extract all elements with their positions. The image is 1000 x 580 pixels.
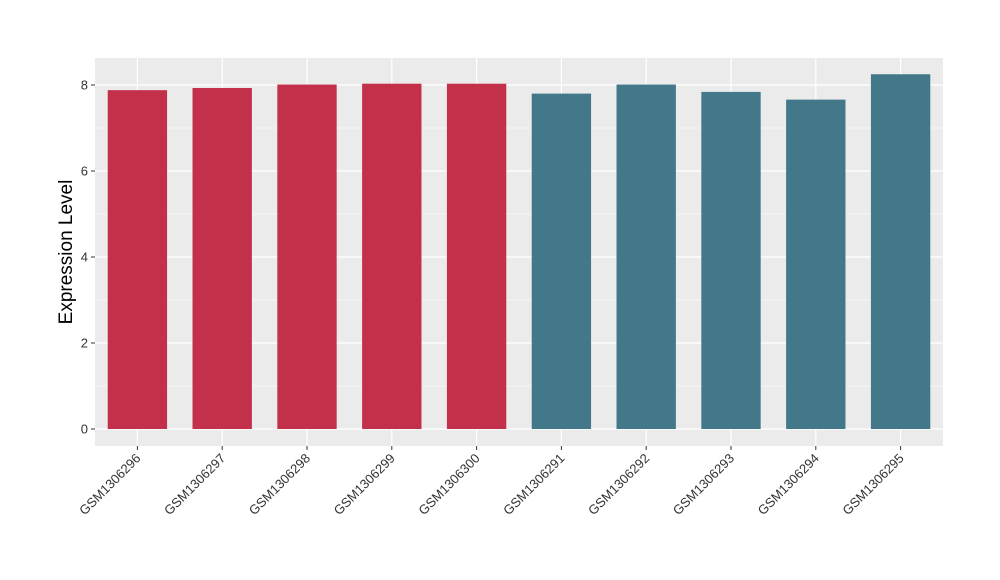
y-tick-label: 8 — [81, 78, 88, 93]
y-tick-label: 2 — [81, 336, 88, 351]
bar-GSM1306296 — [107, 90, 168, 429]
bar-GSM1306299 — [362, 83, 422, 430]
x-tick-label: GSM1306298 — [246, 451, 313, 518]
x-tick-label: GSM1306295 — [839, 451, 906, 518]
x-tick-label: GSM1306294 — [755, 451, 822, 518]
bar-GSM1306297 — [192, 88, 252, 429]
x-tick-label: GSM1306291 — [500, 451, 567, 518]
bar-GSM1306300 — [446, 83, 507, 430]
x-tick-label: GSM1306300 — [415, 451, 482, 518]
bar-GSM1306298 — [277, 84, 337, 429]
bar-GSM1306294 — [786, 99, 846, 430]
bars — [107, 74, 931, 430]
y-tick-label: 6 — [81, 164, 88, 179]
bar-GSM1306293 — [701, 91, 761, 429]
bar-GSM1306291 — [531, 93, 592, 429]
y-tick-label: 4 — [81, 250, 88, 265]
x-tick-label: GSM1306299 — [331, 451, 398, 518]
y-axis: 0 2 4 6 8 — [81, 78, 95, 437]
x-tick-label: GSM1306293 — [670, 451, 737, 518]
x-tick-label: GSM1306297 — [161, 451, 228, 518]
bar-GSM1306292 — [616, 84, 676, 429]
x-axis: GSM1306296 GSM1306297 GSM1306298 GSM1306299… — [76, 446, 907, 518]
bar-GSM1306295 — [870, 74, 931, 429]
x-tick-label: GSM1306292 — [585, 451, 652, 518]
x-tick-label: GSM1306296 — [76, 451, 143, 518]
y-tick-label: 0 — [81, 422, 88, 437]
y-axis-title: Expression Level — [56, 180, 77, 325]
